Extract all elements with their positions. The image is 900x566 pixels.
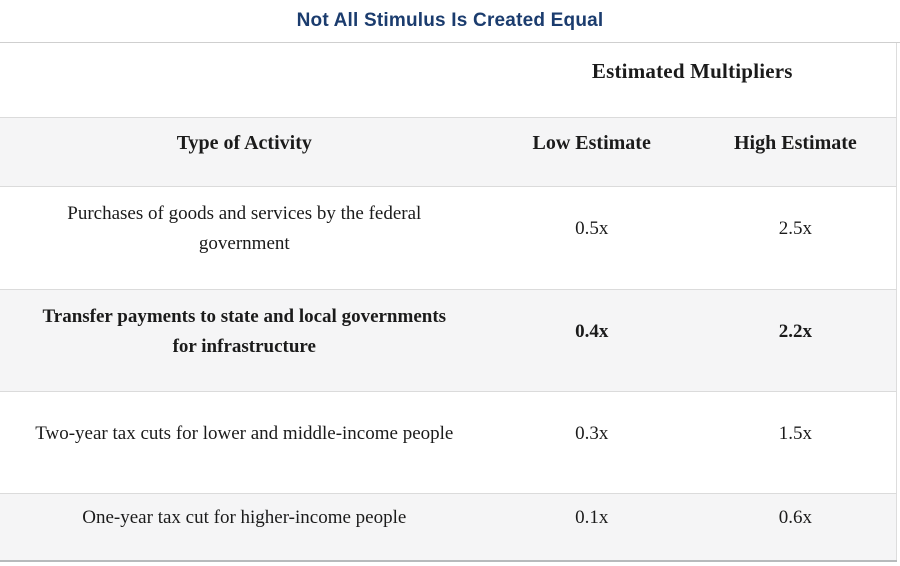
high-estimate-value: 0.6x (694, 493, 897, 561)
activity-label: One-year tax cut for higher-income peopl… (0, 493, 489, 561)
figure-title: Not All Stimulus Is Created Equal (0, 0, 900, 43)
column-header-row: Type of Activity Low Estimate High Estim… (0, 117, 897, 187)
low-estimate-value: 0.3x (488, 391, 695, 494)
column-header-low-estimate: Low Estimate (488, 117, 695, 187)
low-estimate-value: 0.5x (488, 186, 695, 290)
high-estimate-value: 2.2x (694, 289, 897, 392)
low-estimate-value: 0.1x (488, 493, 695, 561)
group-header-row: Estimated Multipliers (0, 43, 897, 118)
high-estimate-value: 1.5x (694, 391, 897, 494)
activity-label: Two-year tax cuts for lower and middle-i… (0, 391, 489, 494)
table-row-federal-purchases: Purchases of goods and services by the f… (0, 186, 897, 290)
empty-corner-cell (0, 43, 489, 118)
column-header-type-of-activity: Type of Activity (0, 117, 489, 187)
activity-label: Purchases of goods and services by the f… (0, 186, 489, 290)
group-header-estimated-multipliers: Estimated Multipliers (591, 58, 793, 83)
table-row-two-year-tax-cuts: Two-year tax cuts for lower and middle-i… (0, 391, 897, 494)
table-row-transfer-payments: Transfer payments to state and local gov… (0, 289, 897, 392)
activity-label: Transfer payments to state and local gov… (0, 289, 489, 392)
high-estimate-value: 2.5x (694, 186, 897, 290)
multipliers-table: Estimated Multipliers Type of Activity L… (0, 43, 897, 562)
column-header-high-estimate: High Estimate (694, 117, 897, 187)
table-row-one-year-tax-cut: One-year tax cut for higher-income peopl… (0, 493, 897, 561)
low-estimate-value: 0.4x (488, 289, 695, 392)
